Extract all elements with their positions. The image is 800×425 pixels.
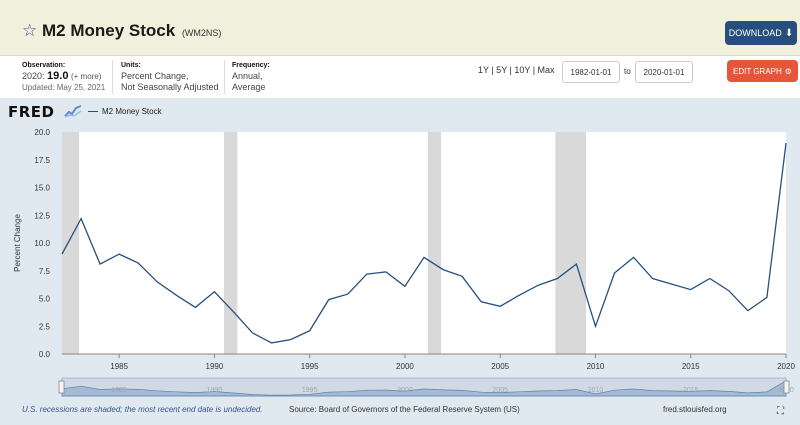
observation-value: 19.0 bbox=[47, 70, 69, 82]
units-line-2: Not Seasonally Adjusted bbox=[121, 82, 219, 92]
units-label: Units: bbox=[121, 62, 141, 69]
legend-swatch bbox=[88, 110, 98, 113]
edit-graph-button[interactable]: EDIT GRAPH ⚙ bbox=[727, 60, 798, 82]
star-icon[interactable]: ☆ bbox=[22, 21, 38, 40]
observation-period: 2020: bbox=[22, 71, 45, 81]
updated-date: Updated: May 25, 2021 bbox=[22, 83, 106, 92]
legend-label: M2 Money Stock bbox=[102, 107, 162, 116]
frequency-block: Frequency: Annual, Average bbox=[232, 60, 270, 93]
observation-label: Observation: bbox=[22, 62, 66, 69]
legend: M2 Money Stock bbox=[88, 107, 162, 116]
page-title: M2 Money Stock (WM2NS) bbox=[42, 21, 221, 41]
observation-more-link[interactable]: (+ more) bbox=[70, 72, 102, 81]
start-date-input[interactable]: 1982-01-01 bbox=[562, 61, 620, 83]
series-id: (WM2NS) bbox=[181, 28, 222, 38]
end-date-input[interactable]: 2020-01-01 bbox=[635, 61, 693, 83]
chart-panel bbox=[0, 98, 800, 425]
download-button[interactable]: DOWNLOAD ⬇ bbox=[725, 21, 797, 45]
gear-icon: ⚙ bbox=[784, 66, 792, 76]
units-line-1: Percent Change, bbox=[121, 71, 189, 81]
fred-logo[interactable]: FRED bbox=[8, 103, 55, 121]
source-note: Source: Board of Governors of the Federa… bbox=[289, 405, 520, 414]
frequency-label: Frequency: bbox=[232, 62, 270, 69]
title-bar: ☆ M2 Money Stock (WM2NS) DOWNLOAD ⬇ bbox=[0, 0, 800, 56]
divider bbox=[224, 60, 225, 94]
fred-url-link[interactable]: fred.stlouisfed.org bbox=[663, 405, 727, 414]
recession-footnote: U.S. recessions are shaded; the most rec… bbox=[22, 405, 263, 414]
divider bbox=[112, 60, 113, 94]
observation-block: Observation: 2020: 19.0 (+ more) Updated… bbox=[22, 60, 105, 93]
frequency-line-1: Annual, bbox=[232, 71, 263, 81]
edit-graph-label: EDIT GRAPH bbox=[733, 66, 782, 76]
download-arrow-icon: ⬇ bbox=[784, 27, 794, 39]
fullscreen-icon[interactable]: ⛶ bbox=[777, 406, 784, 417]
fred-graph-icon bbox=[64, 105, 82, 118]
download-label: DOWNLOAD bbox=[728, 28, 782, 38]
series-title: M2 Money Stock bbox=[42, 21, 176, 40]
range-links[interactable]: 1Y | 5Y | 10Y | Max bbox=[478, 65, 555, 75]
to-label: to bbox=[624, 67, 631, 76]
frequency-line-2: Average bbox=[232, 82, 266, 92]
units-block: Units: Percent Change, Not Seasonally Ad… bbox=[121, 60, 219, 93]
